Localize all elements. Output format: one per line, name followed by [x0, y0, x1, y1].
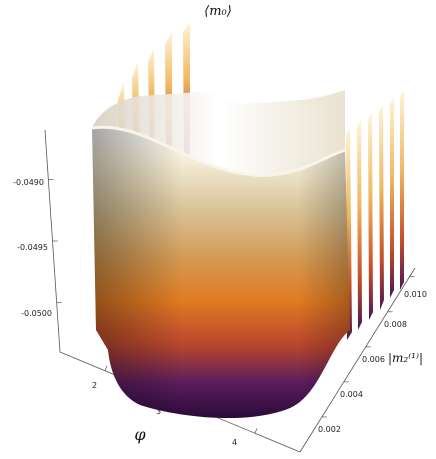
y-axis-line: [299, 267, 416, 453]
top-rim: [92, 90, 345, 176]
z-tick-label: -0.0500: [21, 309, 52, 318]
y-tick-labels: 0.002 0.004 0.006 0.008 0.010: [318, 290, 427, 434]
y-axis-label: |m₂⁽¹⁾|: [388, 351, 423, 365]
tick-mark: [254, 428, 258, 434]
right-strips: [346, 90, 404, 340]
z-tick-labels: -0.0490 -0.0495 -0.0500: [13, 178, 52, 318]
surface: [91, 22, 404, 419]
x-tick-label: 3: [156, 407, 161, 416]
x-tick-label: 2: [92, 381, 97, 390]
x-axis-label: φ: [134, 425, 146, 444]
strip: [368, 113, 373, 320]
z-tick-label: -0.0495: [17, 243, 48, 252]
y-tick-label: 0.008: [384, 320, 407, 329]
z-tick-label: -0.0490: [13, 178, 44, 187]
tick-marks: [48, 178, 415, 434]
rim-edge: [91, 125, 346, 177]
strip: [379, 105, 384, 310]
strip: [400, 90, 404, 290]
x-tick-label: 4: [232, 438, 237, 447]
x-tick-labels: 2 3 4: [92, 381, 237, 447]
main-sheet-shade: [92, 127, 350, 419]
y-tick-label: 0.006: [362, 355, 385, 364]
y-tick-label: 0.002: [318, 425, 341, 434]
chart-title: ⟨m₀⟩: [204, 4, 232, 19]
y-tick-label: 0.004: [340, 390, 363, 399]
strip: [357, 120, 362, 330]
tick-mark: [104, 365, 108, 371]
strip: [390, 97, 394, 298]
y-tick-label: 0.010: [404, 290, 427, 299]
